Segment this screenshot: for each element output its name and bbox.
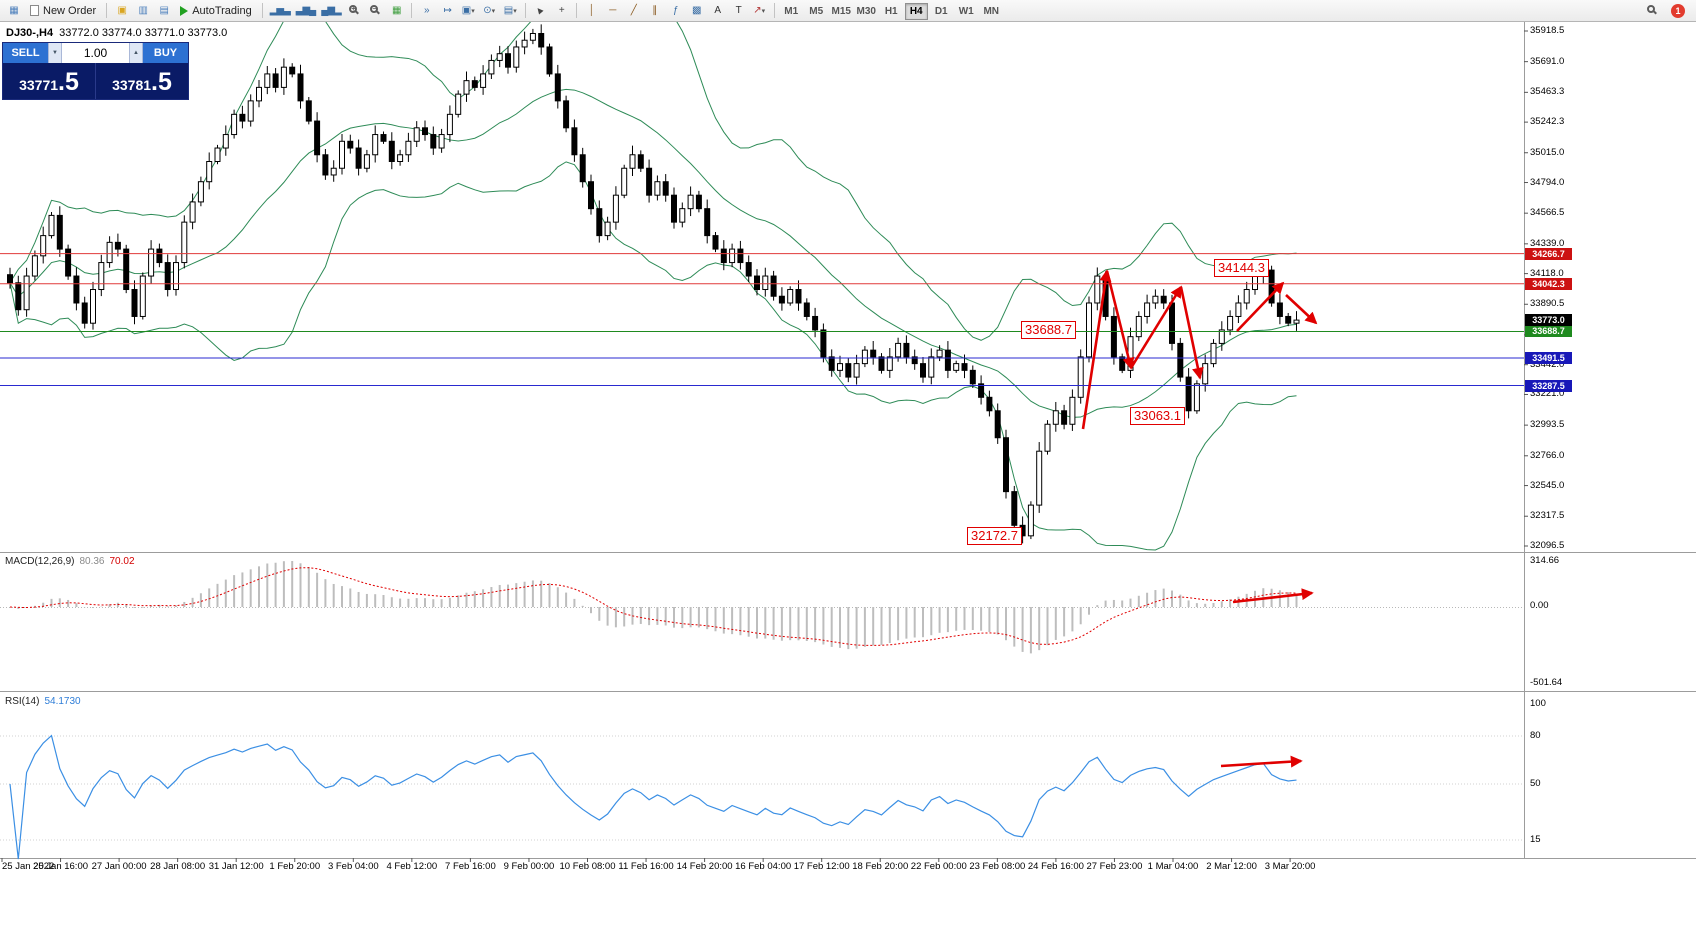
trend-arrows [1081,269,1318,768]
toolbar-separator [106,3,108,18]
new-chart-icon[interactable]: ▣ ▾ [461,4,475,16]
timeframe-d1[interactable]: D1 [934,6,948,17]
price-axis[interactable] [1524,22,1696,858]
toolbar-separator [410,3,412,18]
metaeditor-icon[interactable]: ▣ [117,4,127,16]
horizontal-level-lines [0,253,1524,387]
toolbar-separator [773,3,775,18]
time-axis[interactable] [0,858,1524,878]
volume-input[interactable] [62,43,129,63]
new-order-label: New Order [43,4,97,17]
zoom-out-icon[interactable]: − [366,2,385,20]
cursor-icon[interactable]: ▲ [532,2,548,18]
vertical-line-icon[interactable]: │ [588,4,595,16]
timeframe-h4[interactable]: H4 [904,3,928,20]
autotrading-play-icon [180,5,189,16]
chart-shift-icon[interactable]: ↦ [443,4,452,16]
volume-down-button[interactable]: ▼ [48,43,62,63]
rsi-line [9,734,1297,860]
macd-histogram [17,561,1298,654]
timeframe-m15[interactable]: M15 [831,6,851,17]
text-label-icon[interactable]: T [735,4,742,16]
arrows-icon[interactable]: ↗ ▾ [753,4,766,16]
trendline-icon[interactable]: ╱ [630,4,637,16]
gann-grid-icon[interactable]: ▩ [692,4,702,16]
macd-signal-line [9,567,1297,646]
profiles-icon[interactable]: ⊙ ▾ [483,4,496,16]
toolbar-separator [261,3,263,18]
panel-separators [0,22,1696,862]
data-window-icon[interactable]: ▤ [159,4,169,16]
autotrading-button[interactable]: AutoTrading [174,2,258,20]
bollinger-bands [9,0,1297,551]
toolbar: ▦ New Order ▣ ▥ ▤ AutoTrading ▂▅▃ ▃▆▄ ▄▆▂ + − ▦… [0,0,1696,22]
trade-panel-prices: 33771.5 33781.5 [3,63,188,99]
fibonacci-icon[interactable]: ƒ [672,4,678,16]
indicators-icon[interactable]: ▂▅▃ [269,4,291,16]
equidistant-channel-icon[interactable]: ∥ [652,4,657,16]
timeframe-buttons: M1 M5 M15 M30 H1 H4 D1 W1 MN [779,1,1004,20]
timeframe-mn[interactable]: MN [983,6,1000,17]
sell-button[interactable]: SELL [3,43,48,63]
volume-up-button[interactable]: ▲ [129,43,143,63]
toolbar-right: 1 [1642,2,1693,20]
objects-list-icon[interactable]: ▄▆▂ [321,4,341,16]
timeframe-m5[interactable]: M5 [809,6,824,17]
autoscroll-icon[interactable]: » [423,4,429,16]
candlesticks [7,24,1300,544]
new-order-button[interactable]: New Order [24,2,102,20]
timeframe-w1[interactable]: W1 [958,6,974,17]
price-annotation[interactable]: 34144.3 [1214,259,1269,277]
indicator-window-icon[interactable]: ▃▆▄ [295,4,316,16]
zoom-in-icon[interactable]: + [345,2,364,20]
toolbar-separator [524,3,526,18]
text-icon[interactable]: A [714,4,721,16]
toolbar-separator [575,3,577,18]
horizontal-line-icon[interactable]: ─ [609,4,616,16]
chart-window-icon[interactable]: ▦ [9,4,19,16]
price-annotation[interactable]: 33688.7 [1021,321,1076,339]
sell-price[interactable]: 33771.5 [3,63,96,99]
tile-windows-icon[interactable]: ▦ [392,4,402,16]
chart-type-icon[interactable]: ▤ ▾ [503,4,517,16]
market-watch-icon[interactable]: ▥ [138,4,148,16]
price-annotation[interactable]: 33063.1 [1130,407,1185,425]
price-annotation[interactable]: 32172.7 [967,527,1022,545]
notification-badge[interactable]: 1 [1671,3,1685,18]
new-order-icon [30,5,39,16]
trade-panel-controls: SELL ▼ ▲ BUY [3,43,188,63]
search-icon[interactable] [1643,2,1662,20]
timeframe-h1[interactable]: H1 [884,6,898,17]
buy-price[interactable]: 33781.5 [112,68,172,96]
timeframe-m30[interactable]: M30 [856,6,876,17]
autotrading-label: AutoTrading [192,4,252,17]
buy-button[interactable]: BUY [143,43,188,63]
timeframe-m1[interactable]: M1 [784,6,799,17]
one-click-trading-panel: SELL ▼ ▲ BUY 33771.5 33781.5 [2,42,189,100]
crosshair-icon[interactable]: + [558,4,565,16]
